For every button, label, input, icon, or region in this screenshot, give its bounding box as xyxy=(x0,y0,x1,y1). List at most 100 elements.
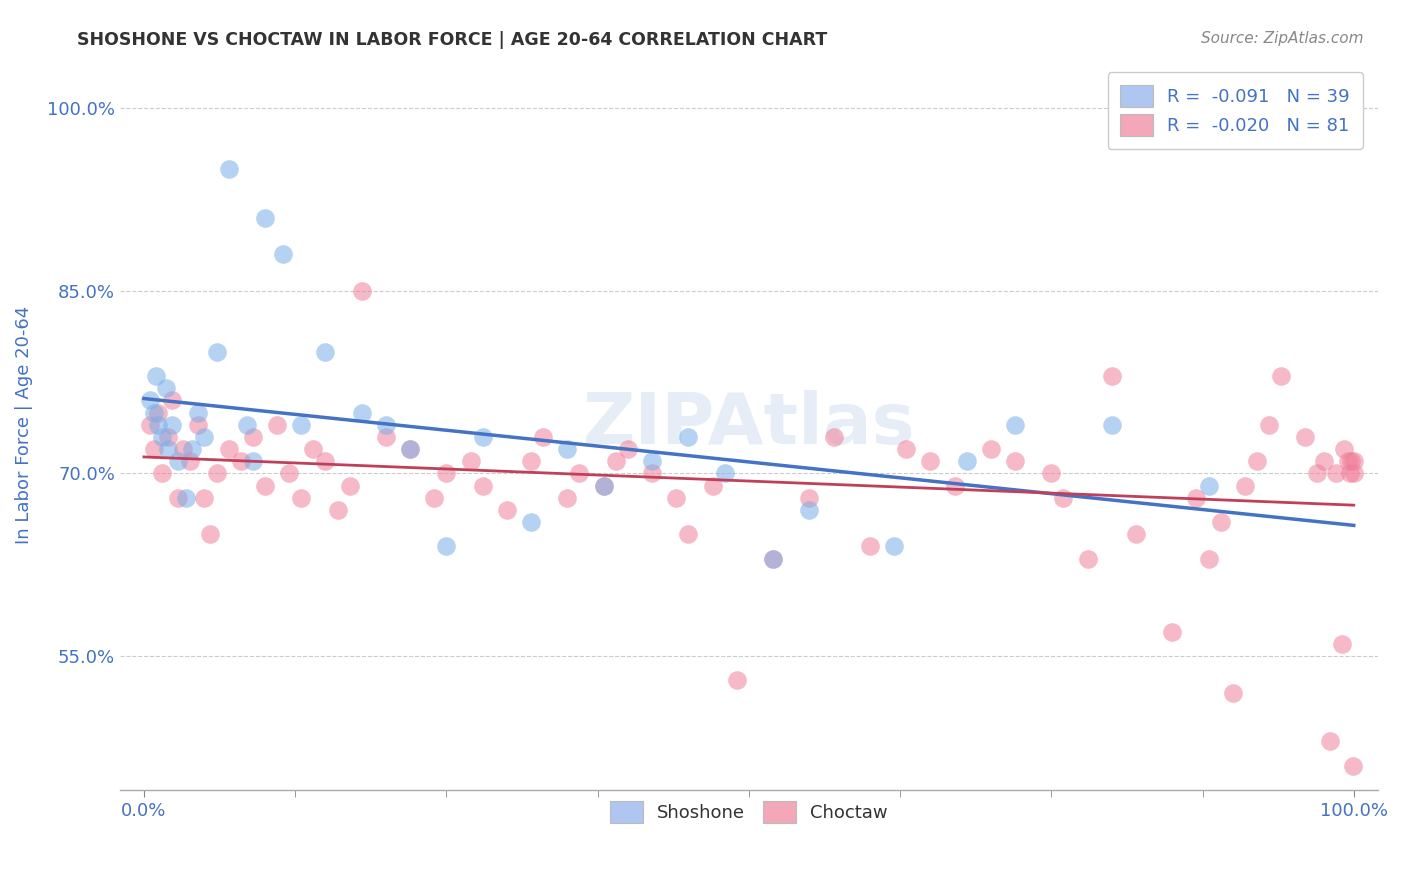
Point xyxy=(943,478,966,492)
Point xyxy=(641,467,664,481)
Point xyxy=(314,454,336,468)
Point xyxy=(520,515,543,529)
Point xyxy=(205,467,228,481)
Point xyxy=(172,442,194,456)
Point xyxy=(725,673,748,688)
Point xyxy=(1222,685,1244,699)
Point xyxy=(326,503,349,517)
Point xyxy=(242,454,264,468)
Point xyxy=(266,417,288,432)
Point xyxy=(1339,467,1361,481)
Point xyxy=(174,491,197,505)
Point xyxy=(187,406,209,420)
Y-axis label: In Labor Force | Age 20-64: In Labor Force | Age 20-64 xyxy=(15,306,32,544)
Text: Source: ZipAtlas.com: Source: ZipAtlas.com xyxy=(1201,31,1364,46)
Point xyxy=(1341,758,1364,772)
Point xyxy=(242,430,264,444)
Point xyxy=(1125,527,1147,541)
Point xyxy=(350,284,373,298)
Point xyxy=(218,162,240,177)
Point xyxy=(150,430,173,444)
Point xyxy=(1330,637,1353,651)
Point xyxy=(605,454,627,468)
Point xyxy=(592,478,614,492)
Point xyxy=(980,442,1002,456)
Point xyxy=(314,344,336,359)
Point xyxy=(762,551,785,566)
Text: SHOSHONE VS CHOCTAW IN LABOR FORCE | AGE 20-64 CORRELATION CHART: SHOSHONE VS CHOCTAW IN LABOR FORCE | AGE… xyxy=(77,31,828,49)
Point xyxy=(253,478,276,492)
Point xyxy=(1319,734,1341,748)
Point xyxy=(641,454,664,468)
Point xyxy=(678,430,700,444)
Point xyxy=(920,454,942,468)
Point xyxy=(702,478,724,492)
Point xyxy=(253,211,276,225)
Point xyxy=(166,454,188,468)
Point xyxy=(568,467,591,481)
Point xyxy=(1246,454,1268,468)
Point xyxy=(339,478,361,492)
Point xyxy=(1324,467,1347,481)
Point xyxy=(139,393,162,408)
Point xyxy=(1270,369,1292,384)
Point xyxy=(1101,369,1123,384)
Point xyxy=(1004,417,1026,432)
Point xyxy=(799,503,821,517)
Point xyxy=(271,247,294,261)
Point xyxy=(1337,454,1360,468)
Point xyxy=(883,540,905,554)
Point xyxy=(1198,551,1220,566)
Point xyxy=(1209,515,1232,529)
Point xyxy=(181,442,204,456)
Point xyxy=(557,491,579,505)
Point xyxy=(678,527,700,541)
Point xyxy=(1040,467,1063,481)
Point xyxy=(166,491,188,505)
Point xyxy=(520,454,543,468)
Point xyxy=(160,417,183,432)
Point xyxy=(557,442,579,456)
Point xyxy=(350,406,373,420)
Point xyxy=(218,442,240,456)
Point xyxy=(713,467,735,481)
Point xyxy=(1258,417,1281,432)
Point xyxy=(1306,467,1329,481)
Point xyxy=(374,417,396,432)
Point xyxy=(179,454,201,468)
Point xyxy=(142,442,165,456)
Point xyxy=(955,454,977,468)
Point xyxy=(434,540,457,554)
Point xyxy=(1233,478,1256,492)
Point xyxy=(148,406,170,420)
Point xyxy=(145,369,167,384)
Text: ZIPAtlas: ZIPAtlas xyxy=(582,391,915,459)
Point xyxy=(290,491,312,505)
Point xyxy=(859,540,882,554)
Point xyxy=(460,454,482,468)
Point xyxy=(423,491,446,505)
Point xyxy=(302,442,325,456)
Point xyxy=(187,417,209,432)
Point xyxy=(193,430,215,444)
Point xyxy=(1312,454,1334,468)
Point xyxy=(1282,101,1305,115)
Point xyxy=(160,393,183,408)
Point xyxy=(193,491,215,505)
Point xyxy=(434,467,457,481)
Point xyxy=(1101,417,1123,432)
Point xyxy=(139,417,162,432)
Point xyxy=(531,430,554,444)
Point xyxy=(1077,551,1099,566)
Point xyxy=(205,344,228,359)
Point xyxy=(148,417,170,432)
Point xyxy=(823,430,845,444)
Point xyxy=(1185,491,1208,505)
Point xyxy=(399,442,422,456)
Point xyxy=(762,551,785,566)
Point xyxy=(617,442,640,456)
Point xyxy=(471,478,494,492)
Point xyxy=(1343,454,1365,468)
Point xyxy=(894,442,917,456)
Point xyxy=(399,442,422,456)
